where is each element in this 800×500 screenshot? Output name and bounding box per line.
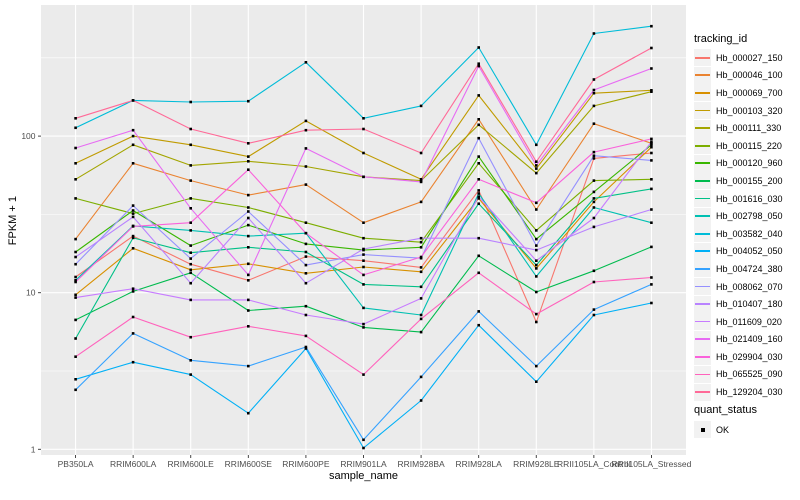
legend-item-label: Hb_000069_700 — [716, 87, 783, 98]
y-tick-label: 10 — [26, 288, 36, 298]
legend-item: Hb_011609_020 — [694, 313, 783, 331]
line-swatch-icon — [694, 66, 711, 84]
line-swatch-icon — [694, 242, 711, 260]
line-swatch-icon — [694, 207, 711, 225]
x-axis-title: sample_name — [328, 470, 399, 482]
x-tick-label: RRIM600SE — [225, 459, 273, 469]
legend-item: Hb_004052_050 — [694, 242, 783, 261]
legend-item-label: Hb_000046_100 — [716, 70, 783, 81]
legend-item-label: Hb_011609_020 — [716, 316, 782, 327]
legend-item: Hb_002798_050 — [694, 207, 783, 225]
x-tick-label: RRIM928BA — [397, 459, 445, 469]
line-swatch-icon — [694, 313, 711, 331]
legend-item: Hb_000111_330 — [694, 119, 783, 137]
axis-ticks — [38, 135, 652, 458]
legend-item-label: Hb_000027_150 — [716, 52, 783, 63]
legend-item: Hb_000046_100 — [694, 66, 783, 85]
line-swatch-icon — [694, 260, 711, 278]
legend-items-list: Hb_000027_150 Hb_000046_100 Hb_000069_700 H… — [694, 49, 783, 401]
y-tick-labels: 1 10 100 — [21, 131, 35, 454]
line-swatch-icon — [694, 365, 711, 383]
x-tick-label: RRIM600LA — [110, 459, 157, 469]
line-swatch-icon — [694, 84, 711, 102]
legend-item-label: Hb_001616_030 — [716, 193, 783, 204]
legend-item-label: Hb_008062_070 — [716, 281, 783, 292]
x-tick-label: RRIM928LE — [513, 459, 560, 469]
legend-item-label: Hb_000103_320 — [716, 105, 783, 116]
x-tick-label: RRIM600PE — [282, 459, 330, 469]
line-swatch-icon — [694, 278, 711, 296]
x-tick-label: RRIM600LE — [168, 459, 215, 469]
line-swatch-icon — [694, 49, 711, 67]
y-axis-title: FPKM + 1 — [7, 196, 19, 246]
square-marker-icon — [694, 421, 711, 438]
x-tick-label: RRIM901LA — [340, 459, 387, 469]
line-swatch-icon — [694, 190, 711, 208]
legend-title-quant-status: quant_status — [694, 404, 757, 416]
legend-item-label: Hb_002798_050 — [716, 211, 783, 222]
legend-item-label: Hb_029904_030 — [716, 351, 783, 362]
x-tick-label: RRII105LA_Control — [557, 459, 631, 469]
legend-item-ok: OK — [694, 421, 729, 438]
legend-item: Hb_003582_040 — [694, 225, 783, 243]
legend-item-label: Hb_003582_040 — [716, 228, 783, 239]
legend-item: Hb_000069_700 — [694, 84, 783, 102]
legend-item-label: Hb_004724_380 — [716, 263, 783, 274]
line-swatch-icon — [694, 295, 711, 313]
x-tick-label: PB350LA — [58, 459, 94, 469]
legend-item: Hb_000115_220 — [694, 137, 783, 155]
x-tick-labels: PB350LA RRIM600LA RRIM600LE RRIM600SE RRIM60… — [58, 459, 692, 469]
x-tick-label: RRIM928LA — [456, 459, 503, 469]
legend-item-label: Hb_000115_220 — [716, 140, 782, 151]
line-swatch-icon — [694, 348, 711, 366]
line-swatch-icon — [694, 383, 711, 401]
legend-item: Hb_129204_030 — [694, 383, 783, 401]
legend-item: Hb_065525_090 — [694, 365, 783, 384]
legend-item: Hb_021409_160 — [694, 330, 783, 349]
line-swatch-icon — [694, 172, 711, 190]
line-swatch-icon — [694, 137, 711, 155]
data-points — [74, 24, 653, 450]
line-swatch-icon — [694, 119, 711, 137]
legend-item: Hb_000027_150 — [694, 49, 783, 67]
legend-item-label: Hb_000120_960 — [716, 158, 783, 169]
legend-item: Hb_010407_180 — [694, 295, 783, 313]
legend-item-label: Hb_129204_030 — [716, 387, 783, 398]
legend-item: Hb_001616_030 — [694, 190, 783, 208]
y-tick-label: 100 — [21, 131, 35, 141]
legend-item: Hb_008062_070 — [694, 278, 783, 296]
y-tick-label: 1 — [31, 444, 36, 454]
legend-item: Hb_004724_380 — [694, 260, 783, 278]
legend-item: Hb_000120_960 — [694, 154, 783, 173]
legend-item: Hb_000103_320 — [694, 102, 783, 120]
line-swatch-icon — [694, 225, 711, 243]
legend-item-label: Hb_010407_180 — [716, 299, 783, 310]
line-swatch-icon — [694, 102, 711, 120]
line-swatch-icon — [694, 154, 711, 172]
legend-item-label: Hb_000111_330 — [716, 123, 782, 134]
legend-item-label: Hb_021409_160 — [716, 334, 783, 345]
legend-item-label: Hb_004052_050 — [716, 246, 783, 257]
legend-item-label: Hb_000155_200 — [716, 175, 783, 186]
legend-item-label: OK — [716, 424, 730, 435]
legend-item: Hb_029904_030 — [694, 348, 783, 366]
legend-item: Hb_000155_200 — [694, 172, 783, 190]
x-tick-label: RRII105LA_Stressed — [611, 459, 691, 469]
legend-title-tracking-id: tracking_id — [694, 33, 748, 45]
legend-panel: tracking_id Hb_000027_150 Hb_000046_100 Hb… — [692, 0, 800, 500]
line-swatch-icon — [694, 330, 711, 348]
legend-item-label: Hb_065525_090 — [716, 369, 783, 380]
